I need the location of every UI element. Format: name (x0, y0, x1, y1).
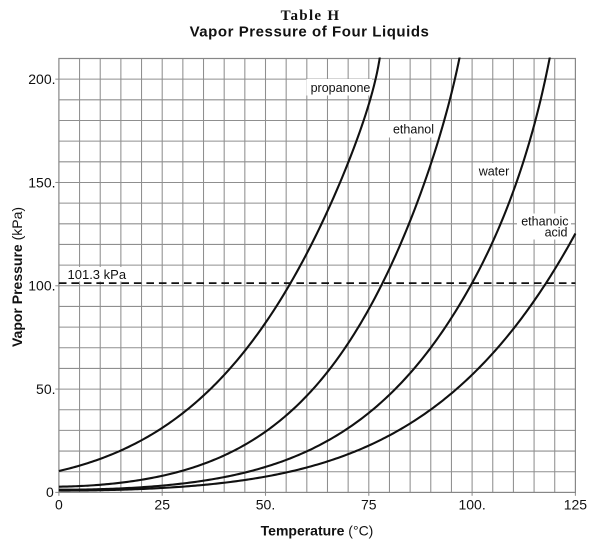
svg-text:Vapor Pressure (kPa): Vapor Pressure (kPa) (9, 207, 25, 347)
svg-text:Temperature (°C): Temperature (°C) (261, 523, 374, 539)
svg-text:ethanoic: ethanoic (521, 215, 568, 229)
svg-text:75: 75 (361, 497, 377, 513)
svg-text:propanone: propanone (311, 81, 371, 95)
svg-text:50.: 50. (256, 497, 275, 513)
svg-text:101.3 kPa: 101.3 kPa (68, 267, 127, 282)
svg-text:50.: 50. (36, 381, 55, 397)
svg-text:acid: acid (545, 226, 568, 240)
svg-text:Table H: Table H (281, 8, 341, 24)
svg-text:100.: 100. (458, 497, 485, 513)
svg-text:Vapor Pressure of Four Liquids: Vapor Pressure of Four Liquids (190, 24, 430, 41)
svg-text:water: water (478, 165, 510, 179)
svg-text:ethanol: ethanol (393, 123, 434, 137)
svg-text:25: 25 (154, 497, 170, 513)
svg-text:0: 0 (55, 497, 63, 513)
svg-text:100.: 100. (28, 278, 55, 294)
svg-text:200.: 200. (28, 71, 55, 87)
svg-text:150.: 150. (28, 174, 55, 190)
svg-text:125: 125 (564, 497, 588, 513)
svg-text:0: 0 (46, 484, 54, 500)
